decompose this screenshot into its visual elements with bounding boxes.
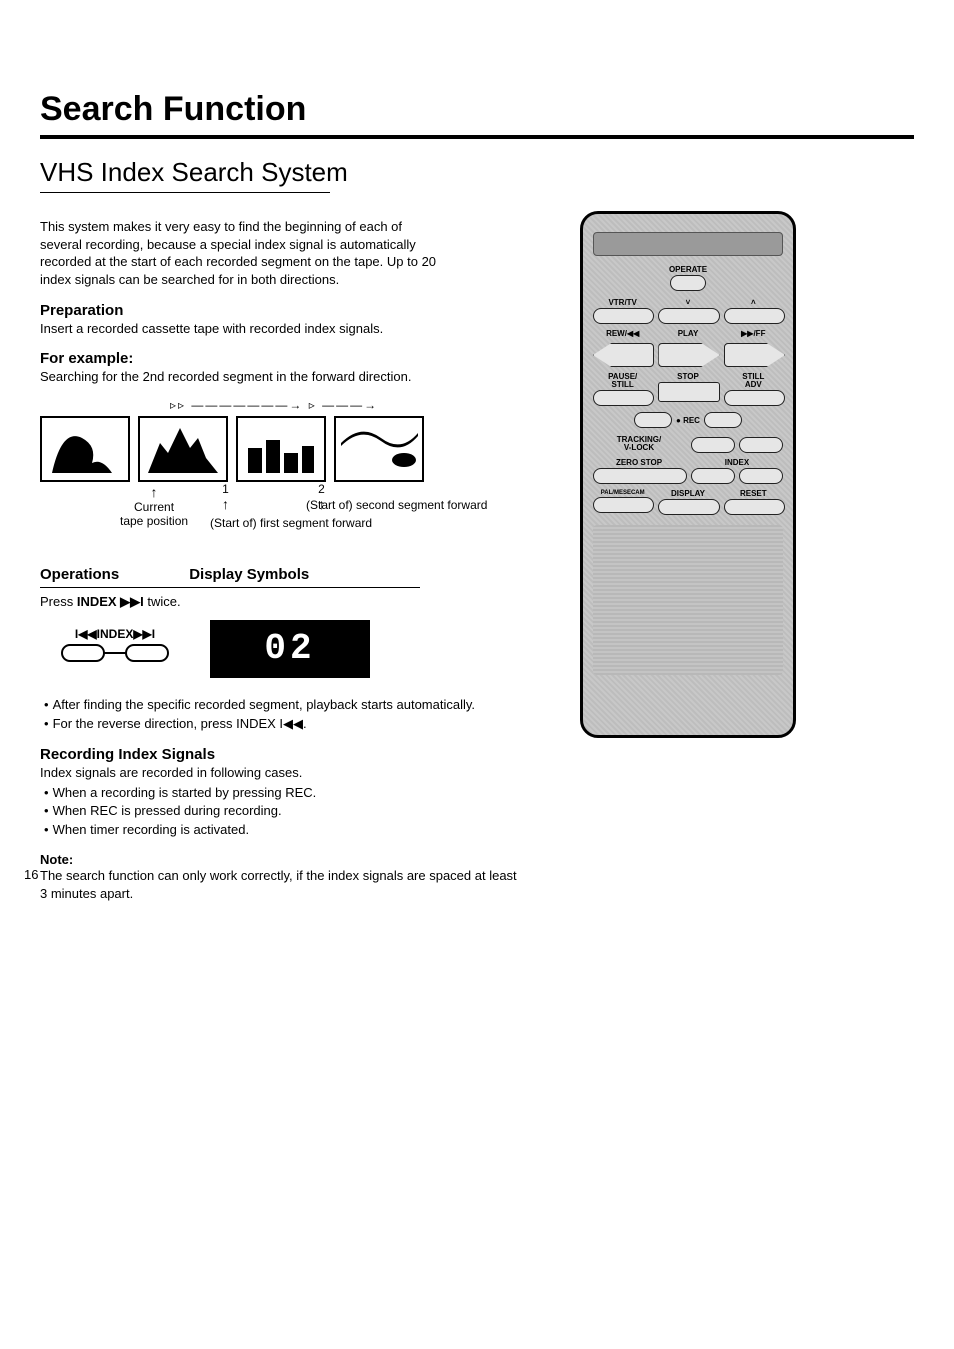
second-segment-label: (Start of) second segment forward — [306, 498, 546, 512]
current-pos-label-2: tape position — [120, 514, 188, 528]
tape-frame — [40, 416, 130, 482]
preparation-body: Insert a recorded cassette tape with rec… — [40, 321, 520, 338]
remote-button — [593, 308, 654, 324]
remote-label: RESET — [724, 490, 783, 498]
tape-frame — [334, 416, 424, 482]
remote-button — [593, 497, 654, 513]
tape-frame — [138, 416, 228, 482]
remote-button-ff — [724, 343, 785, 367]
remote-button-rec-r — [704, 412, 742, 428]
remote-button-play — [658, 343, 719, 367]
operations-heading: Operations — [40, 566, 119, 583]
list-item: For the reverse direction, press INDEX I… — [40, 715, 520, 734]
diagram-top-arrows: ▹▹ ———————→ ▹ ———→ — [170, 398, 520, 412]
remote-button — [593, 468, 687, 484]
remote-button — [739, 437, 783, 453]
marker-1: 1 — [222, 482, 229, 496]
title-rule — [40, 135, 914, 139]
recording-bullets: When a recording is started by pressing … — [40, 784, 520, 841]
arrow-up-icon: ↑ — [222, 496, 229, 512]
example-heading: For example: — [40, 350, 520, 367]
note-heading: Note: — [40, 852, 520, 867]
remote-button — [658, 308, 719, 324]
right-column: OPERATE VTR/TV ˅ ˄ REW/◀◀ PLAY ▶▶/FF — [580, 205, 910, 902]
remote-label: ZERO STOP — [593, 459, 685, 467]
index-label: I◀◀INDEX▶▶I — [60, 627, 170, 641]
remote-label: DISPLAY — [658, 490, 717, 498]
remote-ir-lens — [593, 232, 783, 256]
remote-button-operate — [670, 275, 706, 291]
display-panel: 02 — [210, 620, 370, 678]
tape-frame — [236, 416, 326, 482]
remote-button — [691, 437, 735, 453]
remote-button-stop — [658, 382, 719, 402]
first-segment-label: (Start of) first segment forward — [210, 516, 440, 530]
example-body: Searching for the 2nd recorded segment i… — [40, 369, 520, 386]
preparation-heading: Preparation — [40, 302, 520, 319]
current-pos-label: Current — [120, 500, 188, 514]
list-item: When a recording is started by pressing … — [40, 784, 520, 803]
remote-lower-panel — [593, 525, 783, 675]
remote-label-operate: OPERATE — [593, 266, 783, 274]
subtitle-rule — [40, 192, 330, 193]
remote-button — [724, 390, 785, 406]
display-value: 02 — [264, 628, 315, 669]
recording-intro: Index signals are recorded in following … — [40, 765, 520, 782]
display-symbols-heading: Display Symbols — [189, 566, 309, 583]
remote-button — [593, 390, 654, 406]
remote-label: ▶▶/FF — [724, 330, 783, 338]
remote-label: STOP — [658, 373, 717, 381]
recording-heading: Recording Index Signals — [40, 746, 520, 763]
list-item: When REC is pressed during recording. — [40, 802, 520, 821]
remote-button-rew — [593, 343, 654, 367]
tape-diagram: ▹▹ ———————→ ▹ ———→ — [40, 398, 520, 552]
remote-button — [658, 499, 719, 515]
ops-rule — [40, 587, 420, 588]
remote-button — [724, 499, 785, 515]
arrow-up-icon: ↑ — [120, 484, 188, 500]
page-number: 16 — [24, 867, 38, 882]
press-instruction: Press INDEX ▶▶I twice. — [40, 594, 520, 610]
remote-button-rec-l — [634, 412, 672, 428]
remote-control-illustration: OPERATE VTR/TV ˅ ˄ REW/◀◀ PLAY ▶▶/FF — [580, 211, 796, 738]
remote-button — [739, 468, 783, 484]
after-bullets: After finding the specific recorded segm… — [40, 696, 520, 734]
marker-2: 2 — [318, 482, 325, 496]
list-item: When timer recording is activated. — [40, 821, 520, 840]
list-item: After finding the specific recorded segm… — [40, 696, 520, 715]
remote-label-rec: ● REC — [676, 416, 700, 425]
intro-text: This system makes it very easy to find t… — [40, 218, 440, 288]
remote-label: PAL/MESECAM — [593, 490, 652, 496]
remote-label: STILL ADV — [724, 373, 783, 389]
remote-label: INDEX — [691, 459, 783, 467]
remote-label: REW/◀◀ — [593, 330, 652, 338]
remote-label: VTR/TV — [593, 299, 652, 307]
left-column: This system makes it very easy to find t… — [40, 205, 520, 902]
remote-button — [724, 308, 785, 324]
remote-label: TRACKING/ V-LOCK — [593, 436, 685, 452]
remote-label: ˅ — [658, 299, 717, 307]
section-subtitle: VHS Index Search System — [40, 157, 914, 188]
page-title: Search Function — [40, 90, 914, 129]
remote-button — [691, 468, 735, 484]
remote-label: PLAY — [658, 330, 717, 338]
index-buttons-graphic: I◀◀INDEX▶▶I — [60, 627, 170, 670]
remote-label: PAUSE/ STILL — [593, 373, 652, 389]
note-body: The search function can only work correc… — [40, 867, 520, 902]
remote-label: ˄ — [724, 299, 783, 307]
